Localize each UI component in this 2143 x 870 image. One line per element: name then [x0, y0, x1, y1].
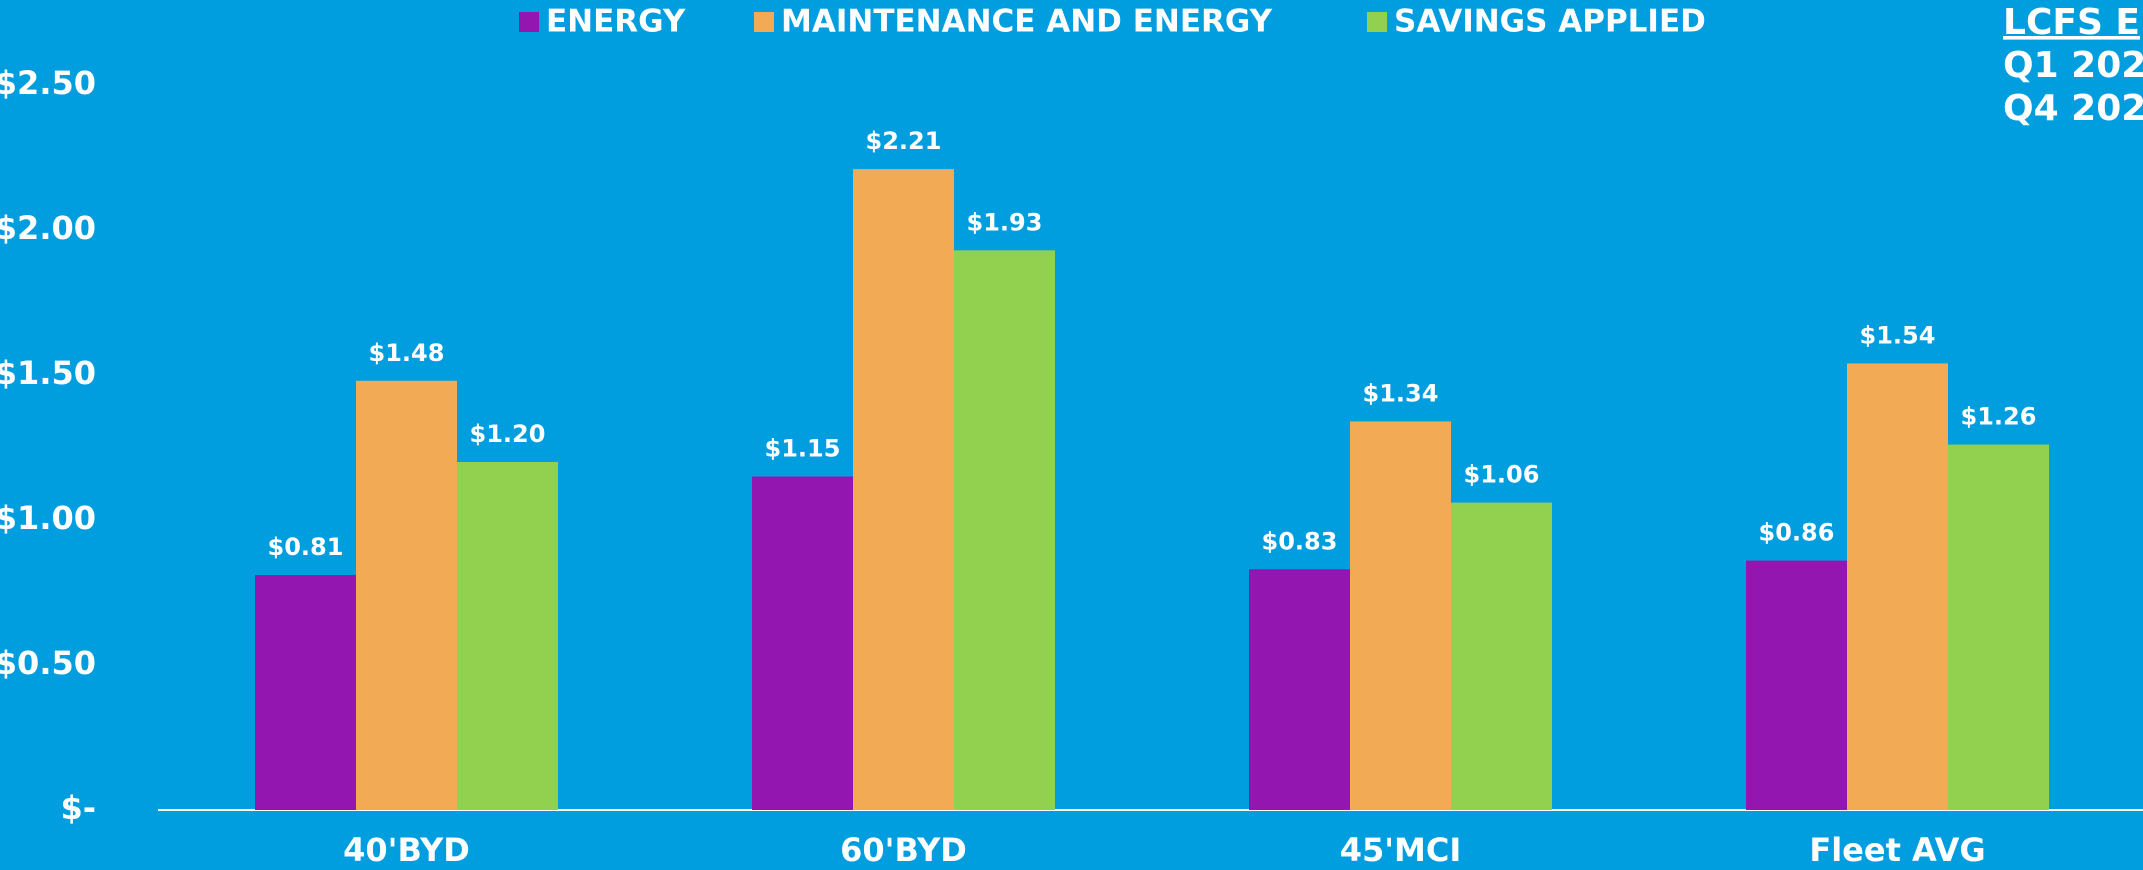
legend-label: MAINTENANCE AND ENERGY — [781, 4, 1273, 40]
side-title: Q1 202 — [2003, 45, 2143, 86]
data-label: $1.34 — [1363, 379, 1439, 407]
data-label: $1.06 — [1464, 461, 1540, 489]
bar — [853, 169, 954, 811]
y-tick-label: $1.50 — [0, 354, 96, 392]
bar — [457, 462, 558, 810]
legend-label: ENERGY — [546, 4, 686, 40]
y-tick-label: $- — [60, 789, 96, 827]
bar — [1451, 502, 1552, 810]
legend-swatch — [519, 12, 539, 32]
bar — [1847, 363, 1948, 810]
bar — [255, 575, 356, 810]
bar — [954, 250, 1055, 811]
bar — [356, 380, 457, 810]
bar — [1249, 569, 1350, 810]
data-label: $2.21 — [866, 127, 942, 155]
y-tick-label: $2.00 — [0, 209, 96, 247]
y-tick-label: $2.50 — [0, 64, 96, 102]
bar — [1746, 560, 1847, 810]
legend-swatch — [754, 12, 774, 32]
data-label: $0.81 — [268, 533, 344, 561]
y-tick-label: $1.00 — [0, 499, 96, 537]
x-tick-label: 45'MCI — [1340, 831, 1462, 869]
data-label: $0.83 — [1262, 527, 1338, 555]
data-label: $1.26 — [1961, 403, 2037, 431]
side-title: Q4 202 — [2003, 88, 2143, 129]
bar — [752, 476, 853, 810]
data-label: $1.48 — [369, 339, 445, 367]
data-label: $1.20 — [470, 420, 546, 448]
data-label: $1.54 — [1860, 321, 1936, 349]
legend-swatch — [1367, 12, 1387, 32]
x-tick-label: 40'BYD — [343, 831, 470, 869]
data-label: $1.15 — [765, 435, 841, 463]
x-tick-label: Fleet AVG — [1809, 831, 1985, 869]
x-tick-label: 60'BYD — [840, 831, 967, 869]
bar — [1350, 421, 1451, 810]
y-tick-label: $0.50 — [0, 644, 96, 682]
legend-label: SAVINGS APPLIED — [1394, 4, 1706, 40]
data-label: $1.93 — [967, 208, 1043, 236]
bar — [1948, 444, 2049, 810]
side-title: LCFS E — [2003, 2, 2140, 43]
data-label: $0.86 — [1759, 519, 1835, 547]
